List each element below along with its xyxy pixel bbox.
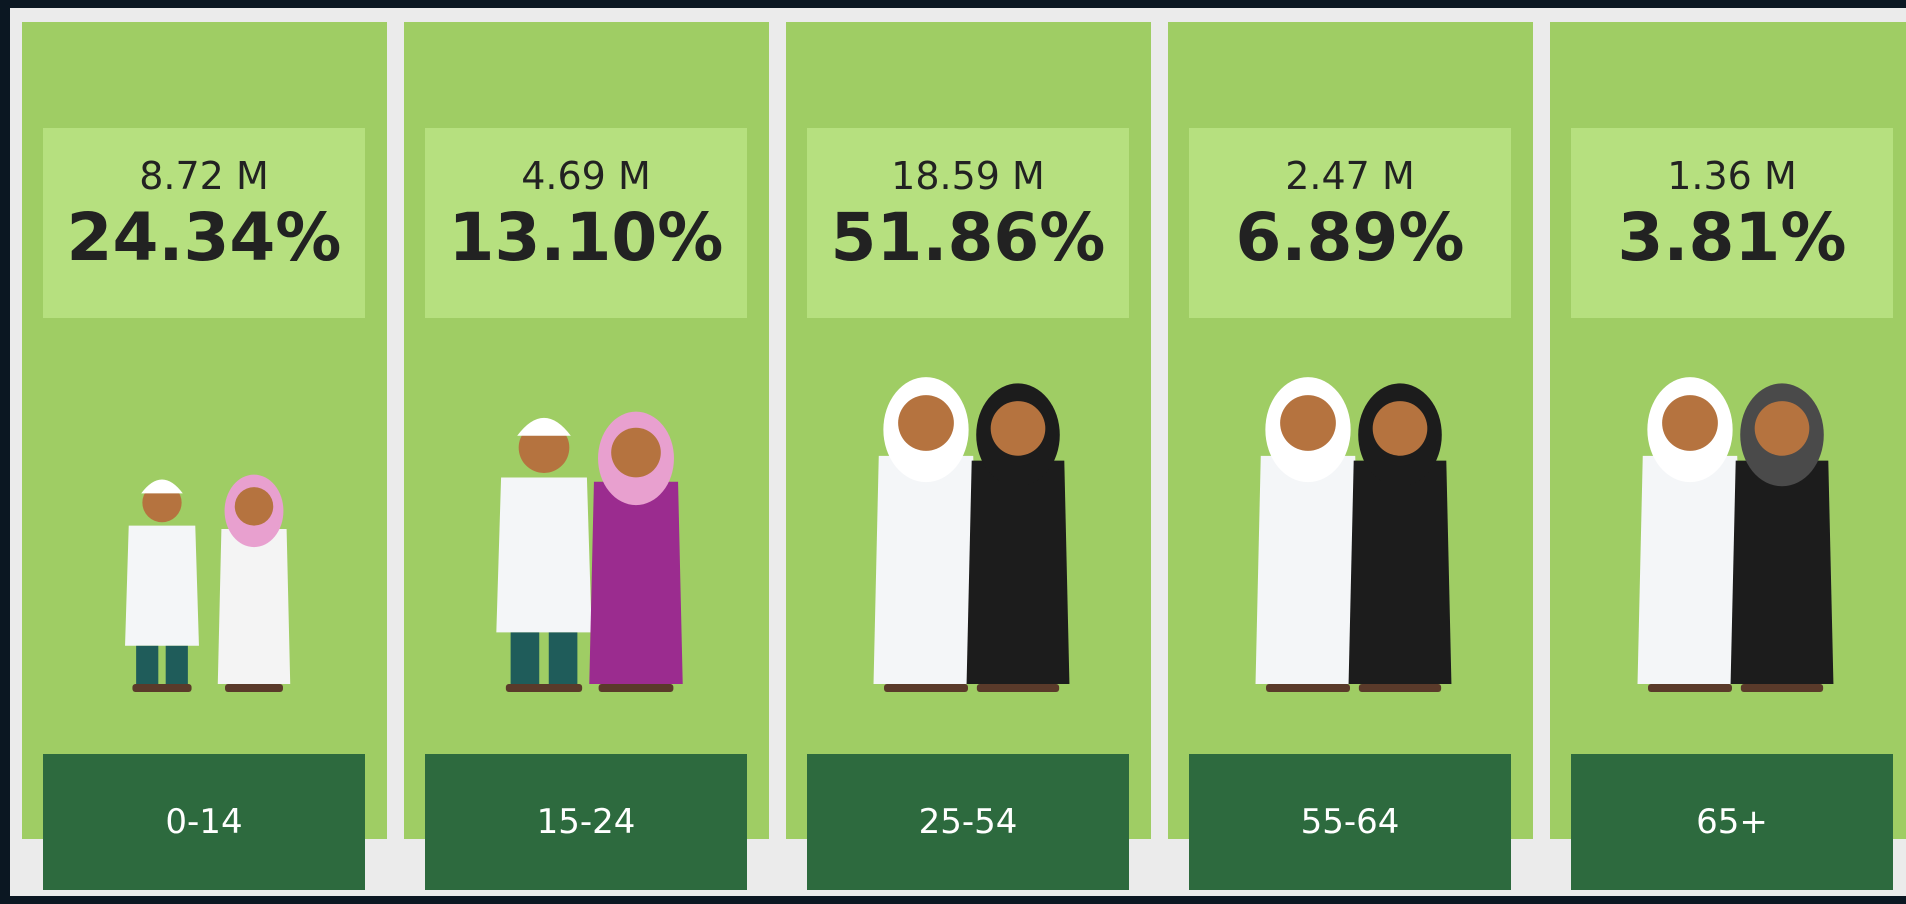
population: 2.47 M <box>1189 154 1511 198</box>
population: 18.59 M <box>807 154 1129 198</box>
cap <box>141 479 183 493</box>
population: 8.72 M <box>43 154 365 198</box>
population: 4.69 M <box>425 154 747 198</box>
legs <box>549 632 578 686</box>
illustration <box>1550 322 1906 722</box>
robe <box>967 461 1070 684</box>
robe <box>1638 456 1743 684</box>
age-label: 55-64 <box>1189 754 1511 890</box>
robe <box>874 456 979 684</box>
illustration <box>1168 322 1533 722</box>
feet <box>884 684 968 692</box>
percent: 13.10% <box>425 198 747 278</box>
robe <box>589 482 682 684</box>
age-label: 0-14 <box>43 754 365 890</box>
feet <box>1266 684 1350 692</box>
page: 8.72 M24.34%0-144.69 M13.10%15-2418.59 M… <box>0 0 1906 904</box>
age-label: 65+ <box>1571 754 1893 890</box>
feet <box>1648 684 1732 692</box>
feet <box>132 684 191 692</box>
feet <box>225 684 283 692</box>
head <box>611 428 661 478</box>
robe <box>496 477 591 632</box>
robe <box>1731 461 1834 684</box>
head <box>1373 401 1428 456</box>
robe <box>125 526 199 646</box>
percent: 24.34% <box>43 198 365 278</box>
feet <box>599 684 674 692</box>
feet <box>977 684 1059 692</box>
percent: 6.89% <box>1189 198 1511 278</box>
cap <box>517 418 571 436</box>
illustration <box>22 322 387 722</box>
feet <box>1359 684 1441 692</box>
percent: 51.86% <box>807 198 1129 278</box>
robe <box>1256 456 1361 684</box>
population: 1.36 M <box>1571 154 1893 198</box>
head <box>898 395 954 451</box>
head <box>1662 395 1718 451</box>
legs <box>511 632 540 686</box>
feet <box>1741 684 1823 692</box>
legs <box>166 646 188 686</box>
legs <box>136 646 158 686</box>
head <box>1755 401 1810 456</box>
robe <box>1349 461 1452 684</box>
feet <box>506 684 582 692</box>
illustration <box>786 322 1151 722</box>
head <box>991 401 1046 456</box>
percent: 3.81% <box>1571 198 1893 278</box>
illustration <box>404 322 769 722</box>
age-label: 25-54 <box>807 754 1129 890</box>
age-label: 15-24 <box>425 754 747 890</box>
head <box>1280 395 1336 451</box>
head <box>235 487 273 525</box>
robe <box>218 529 290 684</box>
